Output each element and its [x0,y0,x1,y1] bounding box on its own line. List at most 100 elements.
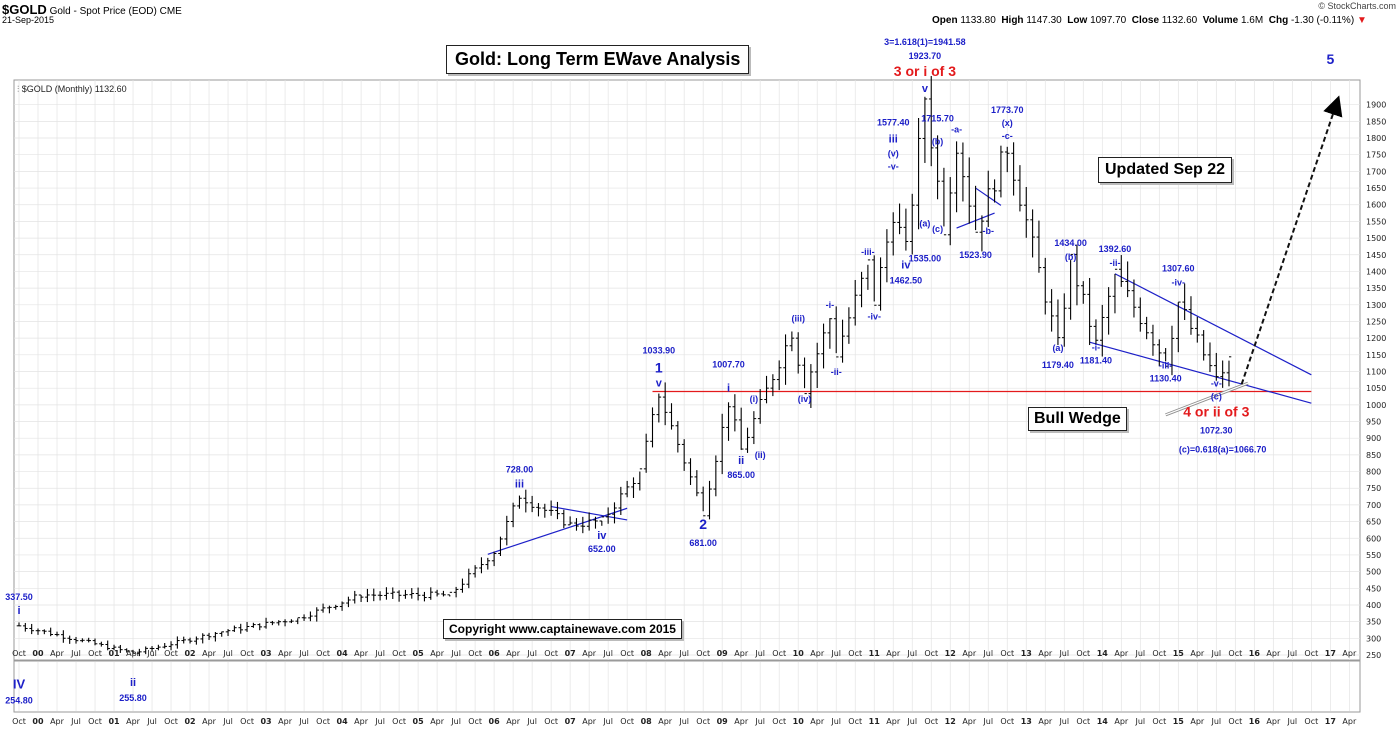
ohlc-bar [517,495,522,509]
ohlc-bar [859,271,864,308]
x-tick-label: 05 [413,717,425,726]
x-tick-label: Jul [1210,717,1221,726]
y-tick-label: 1550 [1366,217,1386,226]
ohlc-bar [200,633,206,644]
y-tick-label: 750 [1366,484,1381,493]
y-tick-label: 500 [1366,568,1381,577]
ohlc-bar [194,636,199,645]
x-tick-label: Oct [88,717,102,726]
ohlc-bar [1080,281,1086,304]
wave-label: -v- [888,161,899,171]
y-tick-label: 1900 [1366,101,1386,110]
chart-date: 21-Sep-2015 [2,15,55,25]
x-tick-label: 10 [793,649,805,658]
x-tick-label: Apr [1038,649,1053,658]
x-tick-label: Oct [164,649,178,658]
ohlc-bar [605,507,611,524]
wave-label: (c) [1211,392,1222,402]
ohlc-bar [941,167,947,236]
volume-value: 1.6M [1240,15,1264,26]
ohlc-bar [922,96,928,163]
ohlc-bar [536,503,541,517]
x-tick-label: Jul [602,717,613,726]
ohlc-bar [1188,296,1194,335]
wave-label: -v- [1211,379,1222,389]
y-tick-label: 600 [1366,534,1381,543]
ohlc-bar [1144,316,1149,340]
ohlc-bar [365,588,370,603]
x-tick-label: Oct [1152,717,1166,726]
ohlc-bar [783,334,788,385]
wave-label: iii [889,133,898,145]
ohlc-bar [624,480,630,498]
ohlc-bar [669,403,674,430]
x-tick-label: Oct [1076,717,1090,726]
ohlc-bar [1036,220,1042,273]
ohlc-bar [130,649,136,654]
ohlc-bar [86,637,91,643]
x-tick-label: Oct [316,717,330,726]
wave-label: 1715.70 [921,114,954,124]
ohlc-bar [377,591,383,601]
x-tick-label: 02 [184,649,195,658]
copyright-box: Copyright www.captainewave.com 2015 [443,619,682,639]
ohlc-bar [827,318,833,349]
x-tick-label: Apr [810,649,825,658]
x-tick-label: 11 [869,649,881,658]
ohlc-bar [403,589,408,599]
wave-label: 254.80 [5,695,33,705]
y-tick-label: 1400 [1366,267,1386,276]
ohlc-bar [1112,268,1118,314]
y-tick-label: 1450 [1366,251,1386,260]
wave-label: -iii- [861,247,875,257]
ohlc-bar [1061,293,1067,347]
ohlc-bar [23,622,28,632]
ohlc-bar [48,627,53,637]
ohlc-bar [979,215,985,252]
ohlc-bar [358,594,364,602]
y-tick-label: 1150 [1366,351,1386,360]
ohlc-bar [225,629,231,636]
wedge-lower [1089,341,1312,404]
ohlc-bar [453,586,459,598]
high-value: 1147.30 [1026,15,1062,26]
x-tick-label: 07 [565,717,576,726]
ohlc-bar [238,623,244,634]
y-tick-label: 950 [1366,418,1381,427]
y-tick-label: 1050 [1366,384,1386,393]
wave-label: i [17,605,20,617]
ohlc-bar [1118,255,1124,287]
wave-label: 1007.70 [712,359,745,369]
ohlc-bar [327,605,332,614]
ohlc-bar [884,229,890,283]
ohlc-bar [111,644,117,651]
wave-label: (a) [1052,343,1063,353]
x-axis-upper: Oct 00 Apr Jul Oct 01 Apr Jul Oct 02 Apr Jul Oct 03 Ap… [12,649,1357,658]
low-value: 1097.70 [1090,15,1127,26]
ohlc-bar [16,622,22,627]
ohlc-bar [181,636,187,644]
ohlc-bar [751,411,757,445]
x-tick-label: 13 [1021,717,1032,726]
x-tick-label: Apr [506,717,521,726]
x-tick-label: Jul [678,717,689,726]
price-bars [16,76,1232,657]
ohlc-bar [871,255,877,306]
x-tick-label: Apr [810,717,825,726]
ohlc-bar [1157,339,1162,367]
x-tick-label: Apr [1266,717,1281,726]
x-tick-label: 05 [413,649,425,658]
ohlc-bar [618,486,624,515]
chart-symbol-line: $GOLD Gold - Spot Price (EOD) CME [2,2,182,17]
lower-panel [13,660,1361,713]
ohlc-bar [54,631,60,637]
ohlc-bar [1087,277,1092,346]
ohlc-bar [694,470,700,497]
ohlc-bar [352,590,358,604]
ohlc-bar [339,601,345,611]
x-tick-label: Oct [1304,649,1318,658]
wave-label: -iii- [1159,360,1173,370]
x-tick-label: 15 [1173,717,1185,726]
title-box: Gold: Long Term EWave Analysis [446,45,750,74]
